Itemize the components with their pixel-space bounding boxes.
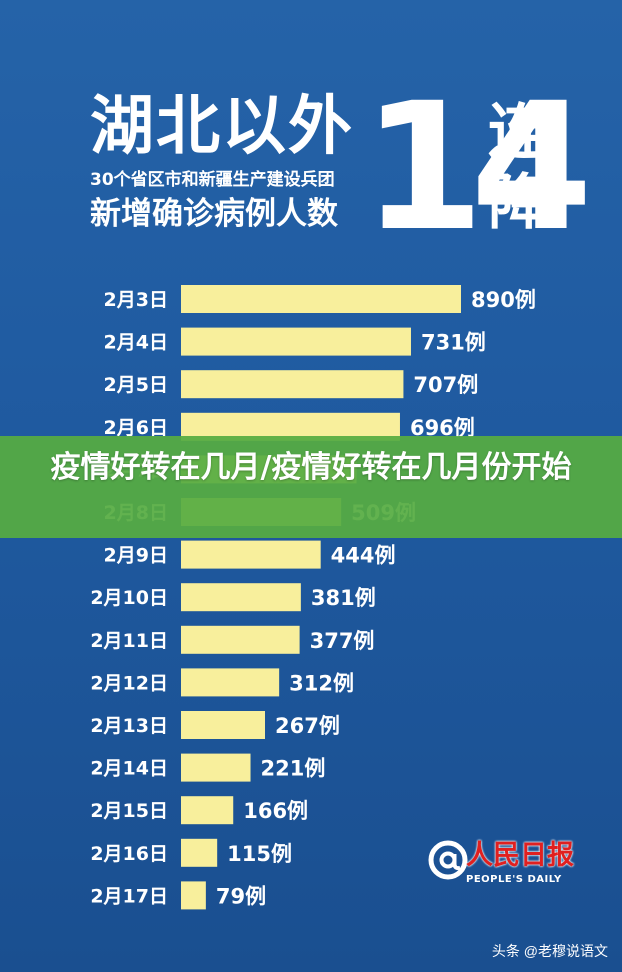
headline-banner [0,436,622,538]
title-subtitle-2: 新增确诊病例人数 [90,196,338,232]
category-label: 2月14日 [90,758,168,780]
bar [181,711,265,739]
value-label: 79例 [216,884,266,908]
value-label: 115例 [227,842,292,866]
category-label: 2月9日 [104,545,168,567]
peoples-daily-logo: 人民日报 PEOPLE'S DAILY [426,838,576,894]
title-side-text: 连降 [488,98,548,238]
category-label: 2月3日 [104,289,168,311]
value-label: 696例 [410,416,475,440]
value-label: 731例 [421,331,486,355]
bar [181,583,301,612]
category-label: 2月12日 [90,672,168,694]
value-label: 377例 [310,629,375,653]
logo-english: PEOPLE'S DAILY [466,874,562,885]
bar [181,796,234,825]
category-label: 2月16日 [90,843,168,865]
source-credit: 头条 @老穆说语文 [491,943,608,959]
headline-text[interactable]: 疫情好转在几月/疫情好转在几月份开始 [50,450,572,485]
category-label: 2月13日 [90,715,168,737]
value-label: 890例 [471,288,536,312]
bar [181,370,404,399]
value-label: 221例 [261,757,326,781]
bar [181,668,280,697]
value-label: 381例 [311,586,376,610]
title-number: 14 [362,65,593,270]
category-label: 2月10日 [90,587,168,609]
bar [181,327,411,356]
bar [181,625,300,654]
bar [181,285,461,313]
value-label: 166例 [243,799,308,823]
category-label: 2月15日 [90,800,168,822]
value-label: 707例 [413,373,478,397]
title-main: 湖北以外 [90,90,354,164]
bar [181,838,218,867]
category-label: 2月4日 [104,332,168,354]
logo-name: 人民日报 [466,840,574,871]
bar [181,881,206,910]
value-label: 267例 [275,714,340,738]
category-label: 2月5日 [104,374,168,396]
bar [181,540,321,569]
category-label: 2月6日 [104,417,168,439]
value-label: 312例 [289,671,354,695]
title-subtitle: 30个省区市和新疆生产建设兵团 [90,170,335,190]
value-label: 444例 [331,544,396,568]
category-label: 2月11日 [90,630,168,652]
category-label: 2月17日 [90,885,168,907]
bar [181,753,251,782]
at-sign-icon [428,840,468,880]
